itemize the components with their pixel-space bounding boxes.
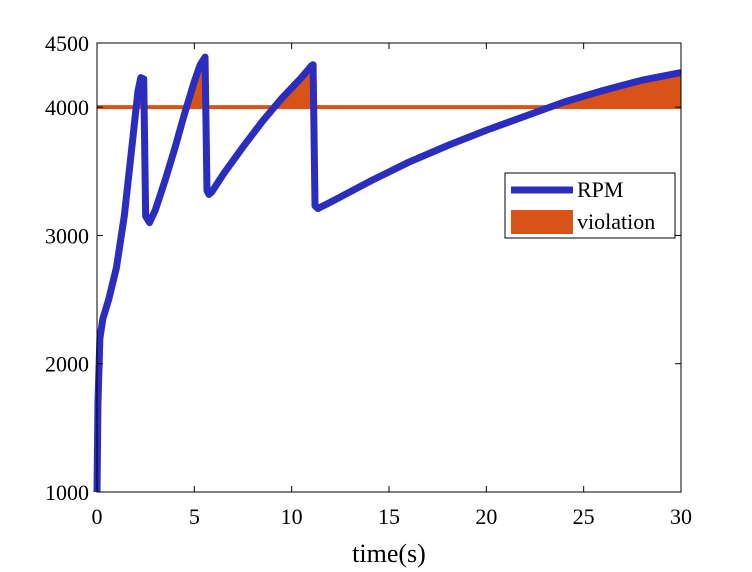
violation-area-layer bbox=[136, 57, 681, 107]
x-tick-label-0: 0 bbox=[92, 504, 103, 529]
y-tick-label-2: 3000 bbox=[45, 223, 89, 248]
x-tick-label-2: 10 bbox=[281, 504, 303, 529]
rpm-series-line bbox=[97, 57, 681, 492]
x-tick-label-6: 30 bbox=[670, 504, 692, 529]
legend-violation-swatch bbox=[511, 210, 573, 234]
x-tick-label-4: 20 bbox=[475, 504, 497, 529]
y-tick-label-0: 1000 bbox=[45, 480, 89, 505]
y-tick-label-4: 4500 bbox=[45, 31, 89, 56]
y-tick-label-3: 4000 bbox=[45, 95, 89, 120]
legend-rpm-label: RPM bbox=[577, 177, 623, 202]
y-tick-label-1: 2000 bbox=[45, 352, 89, 377]
legend-violation-label: violation bbox=[577, 209, 655, 234]
x-axis-title: time(s) bbox=[352, 539, 426, 568]
legend: RPM violation bbox=[505, 173, 675, 238]
x-tick-label-5: 25 bbox=[573, 504, 595, 529]
x-tick-label-3: 15 bbox=[378, 504, 400, 529]
x-tick-label-1: 5 bbox=[189, 504, 200, 529]
